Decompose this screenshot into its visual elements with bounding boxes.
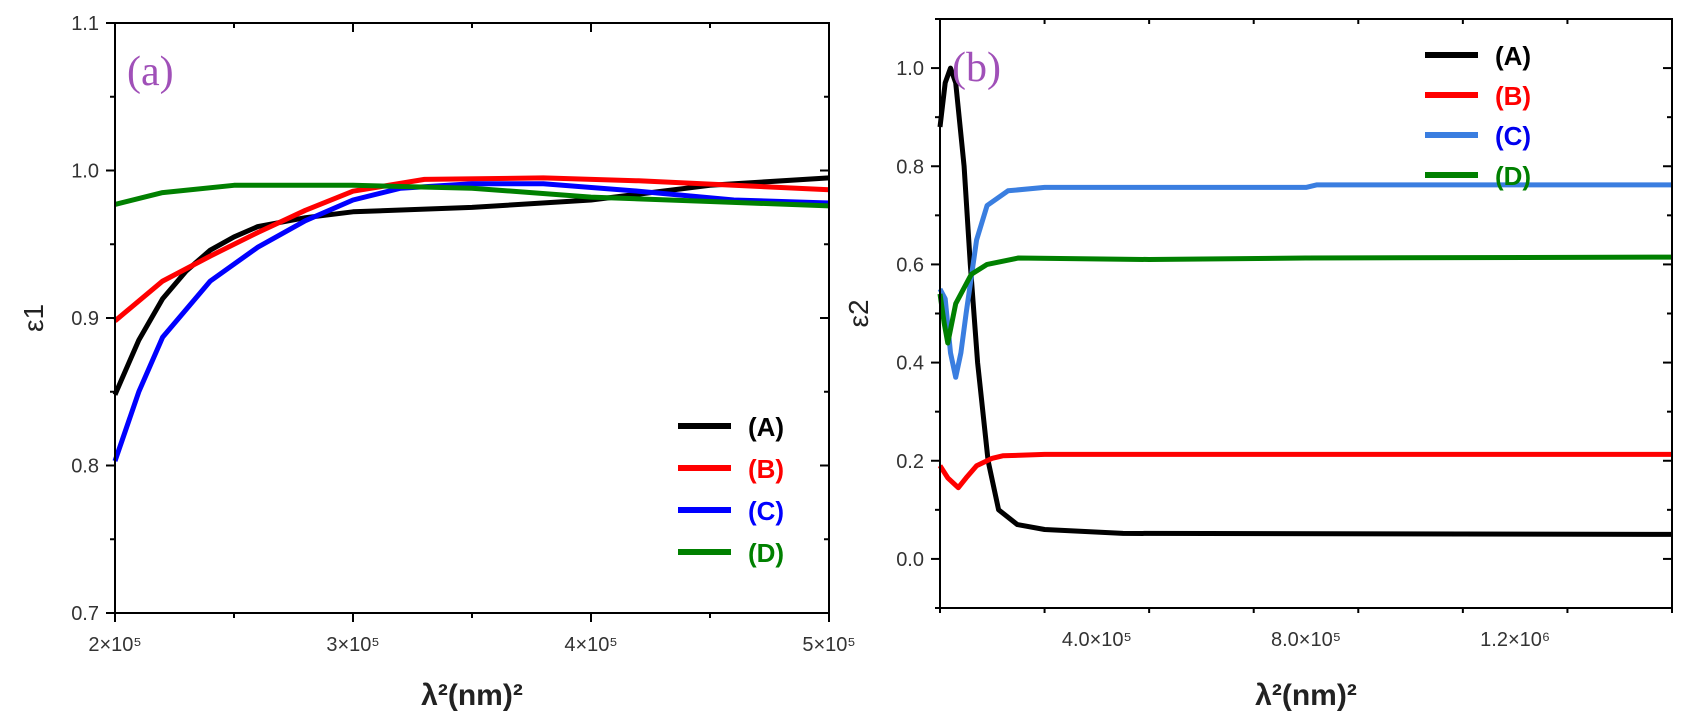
x-tick-label: 2×10⁵ (88, 634, 141, 656)
y-axis-label: ε1 (18, 304, 49, 332)
y-tick-label: 0.7 (71, 603, 99, 625)
legend-label: (D) (748, 538, 784, 568)
y-tick-label: 0.4 (896, 353, 924, 375)
x-tick-label: 8.0×10⁵ (1271, 629, 1341, 651)
panel-b: 4.0×10⁵ 8.0×10⁵ 1.2×10⁶ 0.0 0.2 0.4 0.6 0.8 1.0 λ… (843, 18, 1673, 712)
x-tick-label: 4.0×10⁵ (1062, 629, 1132, 651)
y-tick-label: 0.6 (896, 254, 924, 276)
series-line-B (113, 175, 830, 323)
legend-label: (B) (748, 454, 784, 484)
legend-label: (C) (748, 496, 784, 526)
x-axis-label: λ²(nm)² (1255, 679, 1357, 712)
y-tick-label: 1.0 (71, 161, 99, 183)
legend-label: (D) (1495, 161, 1531, 191)
series-line-C (112, 181, 830, 462)
series-line-D (937, 254, 1673, 346)
plot-frame (939, 18, 1673, 609)
series-line-C (937, 182, 1672, 380)
y-tick-label: 0.8 (71, 456, 99, 478)
y-tick-label: 0.2 (896, 451, 924, 473)
y-tick-label: 1.1 (71, 13, 99, 35)
legend-label: (A) (748, 412, 784, 442)
legend-label: (B) (1495, 81, 1531, 111)
panel-label: (a) (127, 49, 174, 95)
series-line-A (112, 175, 830, 396)
series-line-D (114, 182, 830, 209)
x-tick-label: 3×10⁵ (326, 634, 379, 656)
x-tick-label: 4×10⁵ (564, 634, 617, 656)
y-axis-label: ε2 (843, 299, 874, 327)
y-tick-label: 0.8 (896, 156, 924, 178)
x-tick-label: 1.2×10⁶ (1480, 629, 1550, 651)
y-tick-label: 1.0 (896, 58, 924, 80)
x-axis-label: λ²(nm)² (421, 679, 523, 712)
panel-label: (b) (952, 45, 1001, 91)
y-tick-label: 0.0 (896, 549, 924, 571)
legend-label: (A) (1495, 41, 1531, 71)
legend: (A) (B) (C) (D) (1425, 41, 1531, 191)
x-tick-label: 5×10⁵ (802, 634, 855, 656)
series-line-A (937, 65, 1673, 537)
legend-label: (C) (1495, 121, 1531, 151)
y-tick-label: 0.9 (71, 308, 99, 330)
series-line-B (937, 451, 1672, 491)
legend: (A) (B) (C) (D) (678, 412, 784, 568)
panel-a: 2×10⁵ 3×10⁵ 4×10⁵ 5×10⁵ 0.7 0.8 0.9 1.0 1.1 λ²(nm… (18, 13, 856, 712)
plot-frame (114, 22, 830, 614)
